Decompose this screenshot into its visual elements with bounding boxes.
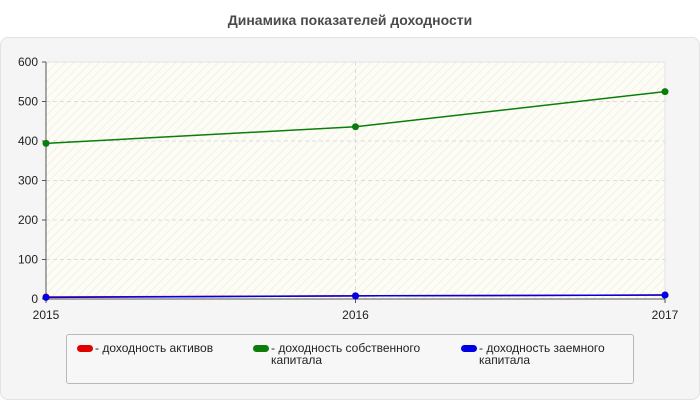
y-tick-label: 300 (18, 174, 38, 188)
data-point-1-2 (661, 88, 669, 96)
y-tick-label: 600 (18, 55, 38, 69)
data-point-2-0 (42, 293, 50, 301)
legend-swatch-debt (461, 345, 477, 352)
legend: - доходность активов - доходность собств… (66, 334, 634, 384)
y-tick-label: 0 (31, 292, 38, 306)
chart-title: Динамика показателей доходности (227, 12, 473, 28)
x-tick-label: 2017 (652, 308, 679, 322)
y-tick-label: 200 (18, 213, 38, 227)
y-tick-label: 500 (18, 95, 38, 109)
data-point-1-1 (352, 123, 359, 131)
legend-swatch-assets (77, 345, 93, 352)
legend-item-assets: - доходность активов (77, 342, 255, 354)
data-point-2-2 (661, 291, 669, 299)
legend-item-debt: - доходность заемного капитала (461, 342, 639, 366)
legend-swatch-equity (253, 345, 269, 352)
y-tick-label: 400 (18, 134, 38, 148)
legend-label-debt: - доходность заемного капитала (479, 341, 605, 367)
data-point-1-0 (42, 139, 50, 147)
y-tick-label: 100 (18, 253, 38, 267)
x-tick-label: 2016 (342, 308, 369, 322)
legend-item-equity: - доходность собственного капитала (253, 342, 431, 366)
x-tick-label: 2015 (33, 308, 60, 322)
legend-label-equity: - доходность собственного капитала (271, 341, 421, 367)
data-point-2-1 (352, 292, 359, 300)
legend-label-assets: - доходность активов (95, 341, 214, 355)
